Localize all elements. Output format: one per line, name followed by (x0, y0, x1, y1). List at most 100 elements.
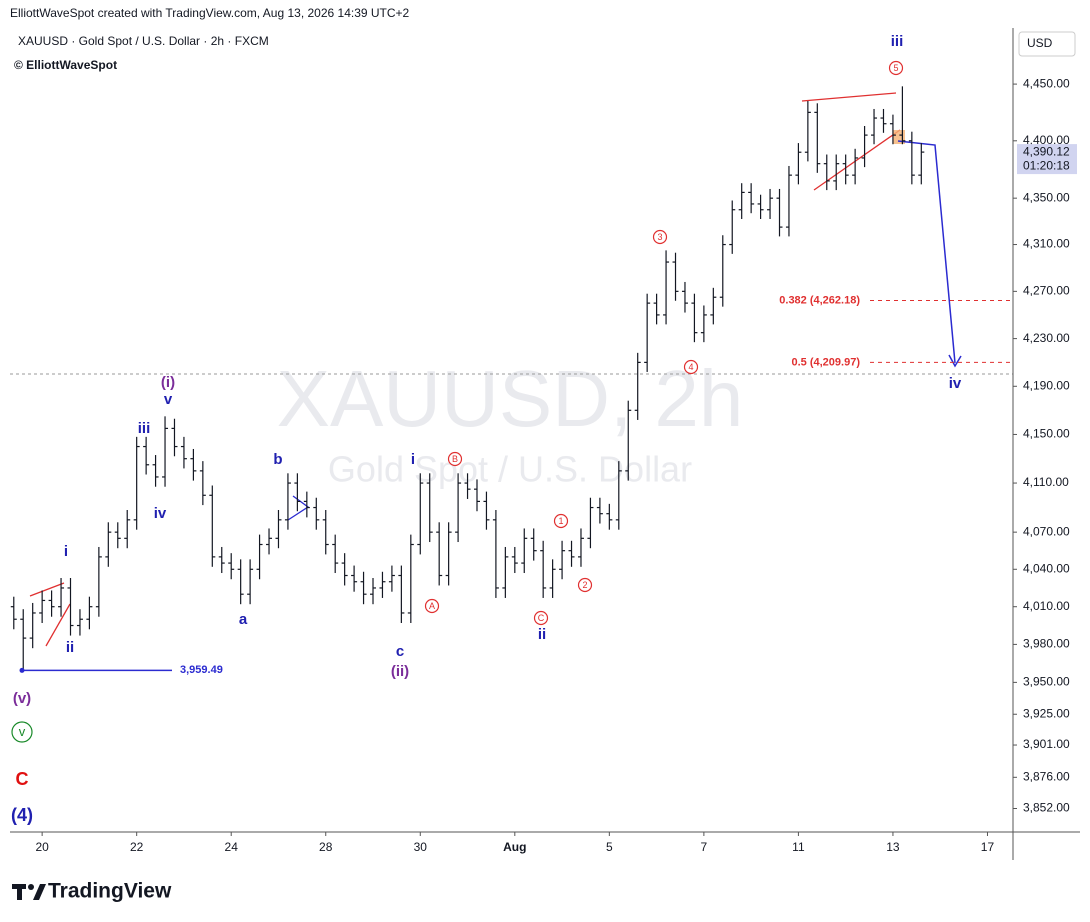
wave-label: 5 (893, 63, 898, 73)
ohlc-bar (133, 436, 140, 530)
level-label: 3,959.49 (180, 664, 223, 676)
y-tick-label: 3,876.00 (1023, 769, 1070, 783)
ohlc-bar (908, 131, 915, 185)
brand: TradingView (48, 880, 172, 903)
wave-label: v (164, 391, 173, 408)
ohlc-bar (228, 553, 235, 580)
level-label: 0.382 (4,262.18) (779, 294, 860, 306)
x-tick-label: Aug (503, 840, 526, 854)
ohlc-bar (199, 461, 206, 506)
y-tick-label: 3,852.00 (1023, 801, 1070, 815)
ohlc-bar (313, 497, 320, 530)
ohlc-bar (852, 148, 859, 185)
brand-logo (12, 884, 46, 900)
wave-circle (533, 610, 549, 626)
ohlc-bar (606, 503, 613, 530)
wave-label: (i) (161, 374, 175, 391)
y-tick-label: 4,270.00 (1023, 284, 1070, 298)
ohlc-bar (322, 509, 329, 555)
level-dot (19, 667, 25, 673)
wave-label: v (19, 724, 26, 739)
ohlc-bar (455, 473, 462, 543)
ohlc-bar (861, 125, 868, 168)
ohlc-bar (209, 485, 216, 567)
projection-arrow-head (948, 354, 962, 368)
ohlc-bar (918, 143, 925, 185)
y-tick-label: 3,980.00 (1023, 637, 1070, 651)
ohlc-bar (700, 305, 707, 343)
ohlc-bar (842, 154, 849, 185)
ohlc-bar (445, 522, 452, 586)
ohlc-bar (615, 461, 622, 530)
ohlc-bar (549, 559, 556, 598)
x-tick-label: 28 (319, 840, 333, 854)
ohlc-bar (436, 522, 443, 586)
y-tick-label: 4,010.00 (1023, 599, 1070, 613)
ohlc-bar (105, 522, 112, 567)
wave-label: B (452, 454, 458, 464)
ohlc-bar (162, 416, 169, 487)
triangle-line (45, 603, 71, 647)
ohlc-bar (568, 540, 575, 567)
ohlc-bar (417, 473, 424, 555)
y-tick-label: 4,070.00 (1023, 524, 1070, 538)
ohlc-bar (889, 114, 896, 145)
y-tick-label: 4,350.00 (1023, 190, 1070, 204)
ohlc-bar (483, 491, 490, 530)
wave-label: iii (138, 420, 151, 437)
y-tick-label: 4,040.00 (1023, 561, 1070, 575)
ohlc-bar (275, 509, 282, 549)
ohlc-bar (20, 609, 27, 671)
ohlc-bar (757, 194, 764, 219)
y-tick-label: 4,190.00 (1023, 378, 1070, 392)
wave-circle (652, 229, 668, 245)
x-tick-label: 30 (414, 840, 428, 854)
x-tick-label: 13 (886, 840, 900, 854)
ohlc-bar (58, 577, 65, 617)
wave-label: 1 (558, 516, 563, 526)
ohlc-bar (39, 590, 46, 624)
ohlc-bar (502, 546, 509, 598)
ohlc-bar (587, 497, 594, 549)
level-label: 0.5 (4,209.97) (792, 356, 861, 368)
ohlc-bar (577, 528, 584, 567)
wave-label: A (429, 601, 435, 611)
currency-button[interactable] (1018, 31, 1076, 57)
wave-label: (ii) (391, 663, 409, 680)
ohlc-bar (748, 183, 755, 214)
ohlc-bar (871, 108, 878, 145)
wave-label: a (239, 611, 248, 628)
ohlc-bar (218, 546, 225, 574)
watermark: XAUUSD, 2h (277, 354, 744, 443)
ohlc-bar (256, 534, 263, 580)
ohlc-bar (823, 154, 830, 191)
x-tick-label: 17 (981, 840, 995, 854)
ohlc-bar (247, 559, 254, 605)
ohlc-bar (398, 565, 405, 624)
currency[interactable]: USD (1027, 36, 1053, 50)
ohlc-bar (294, 473, 301, 512)
y-tick-label: 4,310.00 (1023, 237, 1070, 251)
ohlc-bar (360, 571, 367, 605)
ohlc-bar (48, 590, 55, 617)
ohlc-bar (171, 418, 178, 457)
ohlc-bar (729, 200, 736, 254)
triangle-line (801, 92, 897, 102)
y-tick-label: 3,925.00 (1023, 706, 1070, 720)
ohlc-bar (407, 534, 414, 624)
ohlc-bar (124, 509, 131, 549)
y-tick-label: 4,150.00 (1023, 427, 1070, 441)
ohlc-bar (114, 522, 121, 549)
ohlc-bar (833, 154, 840, 191)
wave-circle (11, 721, 33, 743)
projection-arrow (897, 140, 956, 364)
countdown: 01:20:18 (1023, 158, 1070, 172)
wave-label: C (16, 769, 29, 789)
ohlc-bar (284, 473, 291, 530)
wave-circle (553, 513, 569, 529)
ohlc-bar (710, 287, 717, 325)
ohlc-bar (29, 602, 36, 649)
ohlc-bar (785, 165, 792, 237)
ohlc-bar (95, 546, 102, 617)
x-tick-label: 20 (35, 840, 49, 854)
